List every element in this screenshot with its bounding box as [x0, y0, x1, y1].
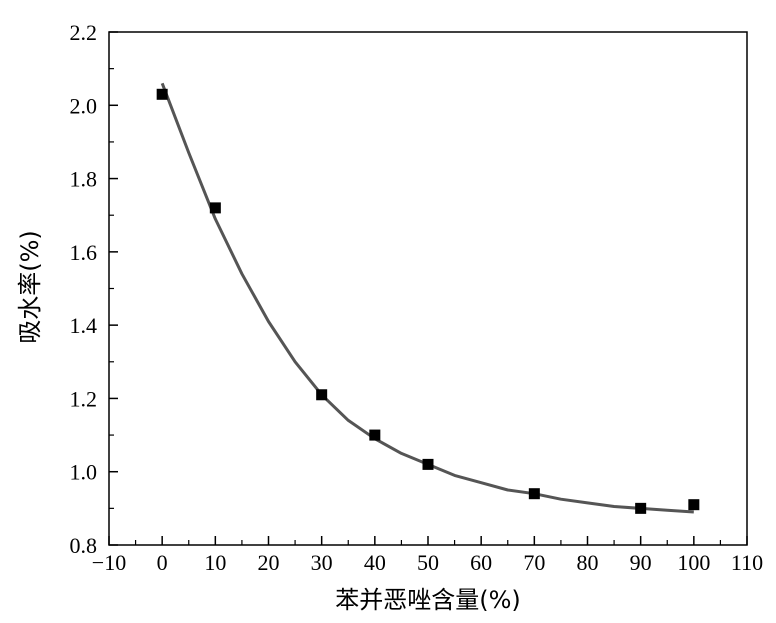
x-tick-label: 70: [523, 550, 545, 575]
tick-labels: −10 0 10 20 30 40 50 60 70 80 90 100 110 0.8 1.0 1.2 1.4…: [70, 20, 764, 575]
x-tick-label: 40: [364, 550, 386, 575]
fit-curve-layer: [160, 82, 694, 514]
axes: [108, 31, 748, 546]
x-tick-label: −10: [92, 550, 126, 575]
data-point: [688, 499, 700, 511]
x-axis-title: 苯并恶唑含量(%): [335, 586, 521, 614]
x-tick-label: 30: [311, 550, 333, 575]
data-points: [156, 88, 700, 514]
data-point: [528, 488, 540, 500]
y-tick-label: 1.6: [70, 240, 98, 265]
data-point: [369, 429, 381, 441]
y-tick-label: 0.8: [70, 533, 98, 558]
x-tick-label: 0: [157, 550, 168, 575]
x-tick-label: 10: [204, 550, 226, 575]
data-point: [156, 88, 168, 100]
y-tick-label: 1.4: [70, 313, 98, 338]
x-tick-label: 60: [470, 550, 492, 575]
y-tick-label: 1.0: [70, 460, 98, 485]
fit-curve-line: [160, 82, 694, 514]
y-tick-label: 1.8: [70, 167, 98, 192]
data-point: [635, 502, 647, 514]
x-tick-label: 50: [417, 550, 439, 575]
y-tick-label: 2.0: [70, 93, 98, 118]
y-axis-title: 吸水率(%): [16, 230, 44, 344]
y-tick-label: 1.2: [70, 386, 98, 411]
x-tick-label: 110: [731, 550, 763, 575]
data-point: [316, 389, 328, 401]
data-point: [209, 202, 221, 214]
x-tick-label: 80: [577, 550, 599, 575]
data-point: [422, 458, 434, 470]
x-tick-label: 20: [258, 550, 280, 575]
x-tick-label: 90: [630, 550, 652, 575]
y-tick-label: 2.2: [70, 20, 98, 45]
x-tick-label: 100: [677, 550, 710, 575]
